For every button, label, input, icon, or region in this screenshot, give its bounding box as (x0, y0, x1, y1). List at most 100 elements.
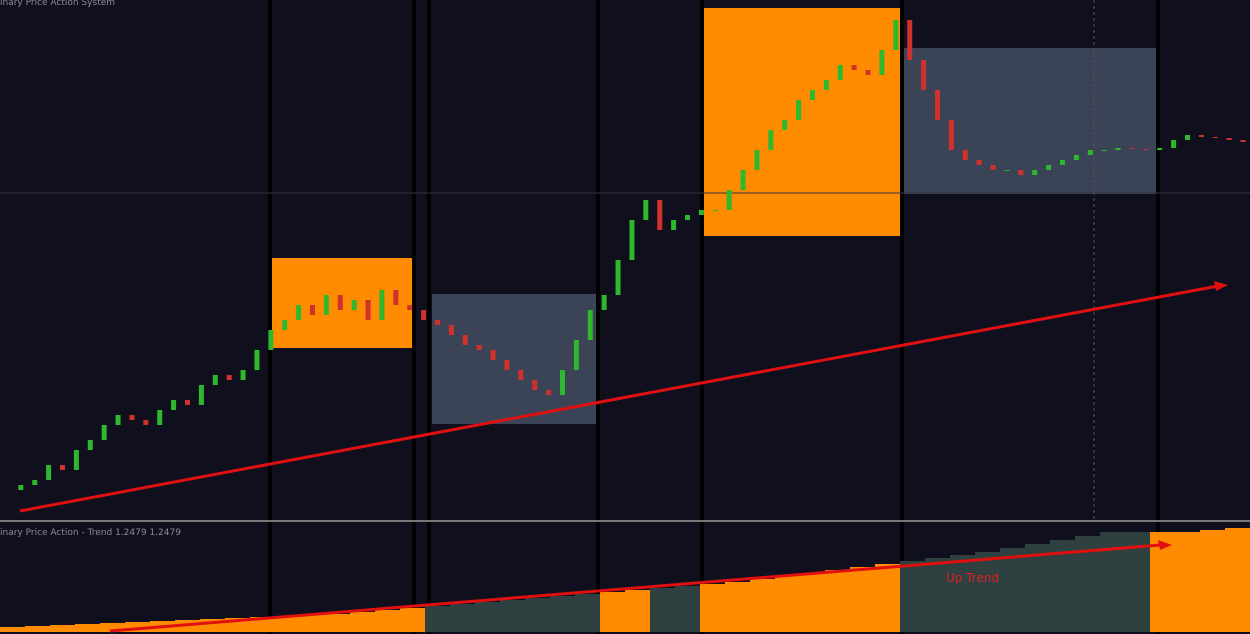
trend-bar (500, 600, 525, 632)
candle (296, 305, 302, 320)
candle (1157, 148, 1163, 150)
candle (379, 290, 385, 320)
candle (851, 65, 857, 70)
trend-bar (650, 588, 675, 632)
pane-title: inary Price Action - Trend 1.2479 1.2479 (0, 528, 181, 538)
trend-bar (700, 584, 725, 632)
candle (115, 415, 121, 425)
candle (351, 300, 357, 310)
candle (782, 120, 788, 130)
candle (740, 170, 746, 190)
trend-bar (675, 586, 700, 632)
zone (432, 294, 596, 424)
trend-bar (0, 627, 25, 632)
candle (1171, 140, 1177, 148)
candle (1129, 148, 1135, 149)
candle (810, 90, 815, 100)
candle (393, 290, 399, 305)
trend-bar (300, 615, 325, 632)
candle (879, 50, 885, 75)
candle (1185, 135, 1190, 140)
candle (1115, 148, 1121, 150)
candle (1198, 135, 1204, 137)
trend-bar (25, 626, 50, 632)
candle (32, 480, 38, 485)
trend-bar (350, 612, 375, 632)
candle (504, 360, 510, 370)
candle (935, 90, 940, 120)
trend-bar (325, 614, 350, 632)
candle (435, 320, 440, 325)
candle (1087, 150, 1093, 155)
candle (476, 345, 482, 350)
candle (310, 305, 315, 315)
candle (129, 415, 135, 420)
trend-arrow (19, 284, 1219, 513)
arrow-head (1158, 540, 1172, 550)
trend-bar (275, 616, 300, 632)
trend-bar (1025, 544, 1050, 632)
trend-bar (1000, 548, 1025, 632)
candle (87, 440, 93, 450)
trend-bar (525, 598, 550, 632)
candle (46, 465, 52, 480)
candle (796, 100, 802, 120)
candle (823, 80, 829, 90)
candle (407, 305, 413, 310)
candle (671, 220, 677, 230)
candle (962, 150, 968, 160)
candle (990, 165, 996, 170)
candle (907, 20, 913, 60)
candle (601, 295, 607, 310)
candle (685, 215, 690, 220)
trend-bar (800, 573, 825, 632)
trend-bar (450, 604, 475, 632)
trend-bar (750, 579, 775, 632)
candle (837, 65, 843, 80)
candle (448, 325, 454, 335)
trend-bar (1200, 530, 1225, 632)
trend-bar (925, 558, 950, 632)
candle (643, 200, 649, 220)
candle (365, 300, 371, 320)
candle (171, 400, 177, 410)
candle (157, 410, 163, 425)
trend-bar (725, 582, 750, 632)
candle (573, 340, 579, 370)
candle (421, 310, 427, 320)
trend-bar (950, 555, 975, 632)
trend-bar (375, 610, 400, 632)
candle (532, 380, 538, 390)
candle (1073, 155, 1079, 160)
candle (101, 425, 107, 440)
trend-bar (475, 602, 500, 632)
trend-bar (775, 576, 800, 632)
chart-title: inary Price Action System (0, 0, 115, 8)
candle (712, 210, 718, 211)
trend-bar (625, 590, 650, 632)
candle (143, 420, 149, 425)
annotation: Up Trend (946, 571, 999, 585)
candle (865, 70, 871, 75)
trend-bar (575, 594, 600, 632)
candle (754, 150, 760, 170)
candle (268, 330, 274, 350)
candle (629, 220, 635, 260)
trend-bar (400, 608, 425, 632)
candle (1046, 165, 1052, 170)
candle (698, 210, 704, 215)
candle (948, 120, 954, 150)
candle (240, 370, 246, 380)
trend-bar (975, 552, 1000, 632)
trend-bar (100, 623, 125, 632)
candle (1101, 150, 1107, 151)
candle (768, 130, 774, 150)
candle (60, 465, 65, 470)
candle (462, 335, 468, 345)
candle (560, 370, 565, 395)
candle (212, 375, 218, 385)
candle (726, 190, 732, 210)
trend-bar (1175, 532, 1200, 632)
candle (323, 295, 329, 315)
